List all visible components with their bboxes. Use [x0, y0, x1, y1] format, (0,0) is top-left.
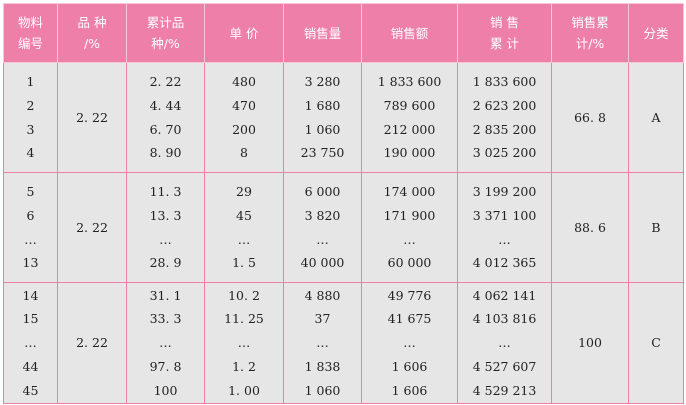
material-id-cell: 14 15 … 44 45: [3, 282, 58, 404]
variety-pct-cell: 2. 22: [57, 282, 127, 404]
header-cumulative-sales: 销 售 累 计: [457, 3, 552, 63]
variety-pct-cell: 2. 22: [57, 62, 127, 173]
category-cell: B: [628, 172, 684, 283]
sales-amount-cell: 1 833 600 789 600 212 000 190 000: [361, 62, 458, 173]
sales-volume-cell: 6 000 3 820 … 40 000: [283, 172, 362, 283]
cumulative-sales-cell: 3 199 200 3 371 100 … 4 012 365: [457, 172, 552, 283]
unit-price-cell: 29 45 … 1. 5: [204, 172, 284, 283]
cumulative-sales-cell: 1 833 600 2 623 200 2 835 200 3 025 200: [457, 62, 552, 173]
table-row: 1 2 3 4 2. 22 2. 22 4. 44 6. 70 8. 90 48…: [3, 62, 684, 173]
header-sales-volume: 销售量: [283, 3, 362, 63]
sales-volume-cell: 4 880 37 … 1 838 1 060: [283, 282, 362, 404]
unit-price-cell: 480 470 200 8: [204, 62, 284, 173]
header-variety-pct: 品 种 /%: [57, 3, 127, 63]
cumulative-variety-pct-cell: 11. 3 13. 3 … 28. 9: [126, 172, 205, 283]
table-row: 5 6 … 13 2. 22 11. 3 13. 3 … 28. 9 29 45…: [3, 172, 684, 283]
category-cell: A: [628, 62, 684, 173]
header-material-id: 物料 编号: [3, 3, 58, 63]
cumulative-sales-pct-cell: 100: [551, 282, 629, 404]
sales-amount-cell: 49 776 41 675 … 1 606 1 606: [361, 282, 458, 404]
header-row: 物料 编号 品 种 /% 累计品 种/% 单 价 销售量 销售额 销 售: [3, 3, 684, 63]
unit-price-cell: 10. 2 11. 25 … 1. 2 1. 00: [204, 282, 284, 404]
header-unit-price: 单 价: [204, 3, 284, 63]
material-id-cell: 5 6 … 13: [3, 172, 58, 283]
category-cell: C: [628, 282, 684, 404]
header-sales-amount: 销售额: [361, 3, 458, 63]
sales-amount-cell: 174 000 171 900 … 60 000: [361, 172, 458, 283]
table-row: 14 15 … 44 45 2. 22 31. 1 33. 3 … 97. 8 …: [3, 282, 684, 404]
header-cumulative-variety-pct: 累计品 种/%: [126, 3, 205, 63]
material-id-cell: 1 2 3 4: [3, 62, 58, 173]
cumulative-sales-cell: 4 062 141 4 103 816 … 4 527 607 4 529 21…: [457, 282, 552, 404]
variety-pct-cell: 2. 22: [57, 172, 127, 283]
header-cumulative-sales-pct: 销售累 计/%: [551, 3, 629, 63]
header-category: 分类: [628, 3, 684, 63]
cumulative-variety-pct-cell: 31. 1 33. 3 … 97. 8 100: [126, 282, 205, 404]
cumulative-sales-pct-cell: 88. 6: [551, 172, 629, 283]
cumulative-sales-pct-cell: 66. 8: [551, 62, 629, 173]
sales-volume-cell: 3 280 1 680 1 060 23 750: [283, 62, 362, 173]
abc-analysis-table: 物料 编号 品 种 /% 累计品 种/% 单 价 销售量 销售额 销 售: [3, 3, 684, 404]
cumulative-variety-pct-cell: 2. 22 4. 44 6. 70 8. 90: [126, 62, 205, 173]
